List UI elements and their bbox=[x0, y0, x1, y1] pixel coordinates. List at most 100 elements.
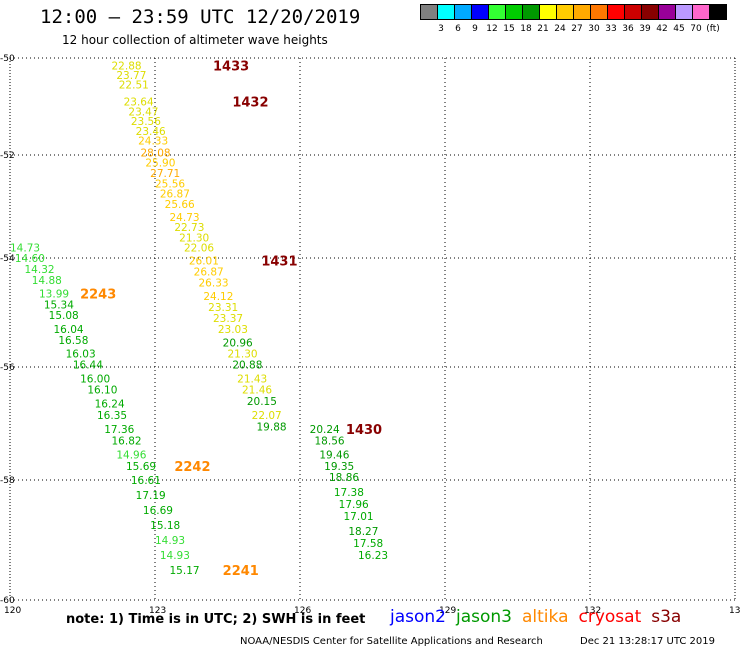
wave-height-value: 23.46 bbox=[136, 126, 166, 138]
credit-text: NOAA/NESDIS Center for Satellite Applica… bbox=[240, 636, 543, 647]
wave-height-value: 14.93 bbox=[160, 550, 190, 562]
wave-height-value: 22.88 bbox=[112, 60, 142, 72]
scale-label: 9 bbox=[472, 24, 478, 34]
wave-height-value: 17.58 bbox=[353, 538, 383, 550]
units-note: note: 1) Time is in UTC; 2) SWH is in fe… bbox=[66, 612, 366, 627]
axis-labels: 120 123 126 129 132 135 -50 -52 -54 -56 -58 -60 bbox=[0, 54, 740, 616]
wave-height-value: 20.96 bbox=[223, 337, 253, 349]
wave-height-value: 15.69 bbox=[126, 461, 156, 473]
scale-label: 6 bbox=[455, 24, 461, 34]
scale-label: 3 bbox=[438, 24, 444, 34]
scale-label: 33 bbox=[605, 24, 617, 34]
scale-label: 36 bbox=[622, 24, 634, 34]
wave-height-value: 14.88 bbox=[32, 275, 62, 287]
wave-height-value: 20.15 bbox=[247, 396, 277, 408]
pass-time-labels: 1433 1432 1431 1430 2243 2242 2241 bbox=[80, 59, 382, 579]
wave-height-value: 21.30 bbox=[228, 348, 258, 360]
wave-height-value: 17.36 bbox=[104, 424, 134, 436]
pass-time-label: 1432 bbox=[232, 96, 268, 111]
scale-label: 15 bbox=[503, 24, 515, 34]
wave-height-value: 14.32 bbox=[25, 264, 55, 276]
wave-height-value: 18.27 bbox=[348, 526, 378, 538]
wave-height-value: 16.82 bbox=[112, 435, 142, 447]
x-tick-label: 120 bbox=[4, 606, 21, 616]
scale-label: 45 bbox=[673, 24, 685, 34]
wave-height-value: 26.33 bbox=[199, 278, 229, 290]
wave-height-value: 27.71 bbox=[150, 168, 180, 180]
y-tick-label: -54 bbox=[0, 254, 15, 264]
legend-altika: altika bbox=[522, 607, 569, 627]
pass-time-label: 1431 bbox=[261, 255, 297, 270]
wave-height-value: 28.08 bbox=[141, 148, 171, 160]
wave-height-value: 14.96 bbox=[116, 450, 146, 462]
wave-height-value: 14.73 bbox=[10, 243, 40, 255]
pass-time-label: 2243 bbox=[80, 287, 116, 302]
wave-height-value: 23.37 bbox=[213, 313, 243, 325]
wave-height-value: 21.43 bbox=[237, 373, 267, 385]
wave-height-value: 24.73 bbox=[170, 212, 200, 224]
scale-label: 27 bbox=[571, 24, 583, 34]
y-tick-label: -56 bbox=[0, 363, 15, 373]
wave-height-value: 17.38 bbox=[334, 487, 364, 499]
wave-height-value: 21.46 bbox=[242, 385, 272, 397]
scale-label: 18 bbox=[520, 24, 532, 34]
scale-label: 39 bbox=[639, 24, 651, 34]
wave-height-value: 25.90 bbox=[145, 158, 175, 170]
wave-height-value: 25.56 bbox=[155, 178, 185, 190]
wave-height-value: 16.00 bbox=[80, 373, 110, 385]
wave-height-value: 19.35 bbox=[324, 461, 354, 473]
wave-height-value: 24.12 bbox=[203, 291, 233, 303]
pass-time-label: 1430 bbox=[346, 423, 382, 438]
wave-height-value: 16.24 bbox=[95, 399, 125, 411]
wave-height-value: 22.51 bbox=[119, 80, 149, 92]
pass-time-label: 2241 bbox=[223, 564, 259, 579]
wave-height-value: 22.07 bbox=[252, 410, 282, 422]
scale-label: (ft) bbox=[706, 24, 720, 34]
legend-jason2: jason2 bbox=[390, 607, 446, 627]
legend-jason3: jason3 bbox=[456, 607, 512, 627]
wave-height-value: 16.23 bbox=[358, 550, 388, 562]
wave-height-value: 23.31 bbox=[208, 302, 238, 314]
wave-height-value: 15.17 bbox=[170, 565, 200, 577]
wave-height-value: 20.24 bbox=[310, 424, 340, 436]
wave-height-value: 15.08 bbox=[49, 310, 79, 322]
scale-label: 21 bbox=[537, 24, 549, 34]
wave-height-value: 18.56 bbox=[315, 435, 345, 447]
map-subtitle: 12 hour collection of altimeter wave hei… bbox=[62, 33, 328, 47]
x-tick-label: 135 bbox=[729, 606, 740, 616]
map-grid bbox=[9, 57, 736, 601]
wave-height-value: 17.01 bbox=[344, 511, 374, 523]
scale-label: 70 bbox=[690, 24, 702, 34]
wave-height-value: 14.93 bbox=[155, 535, 185, 547]
wave-height-value: 24.33 bbox=[138, 135, 168, 147]
x-tick-label: 126 bbox=[294, 606, 311, 616]
wave-height-value: 16.44 bbox=[73, 359, 103, 371]
wave-height-value: 16.04 bbox=[54, 324, 84, 336]
x-tick-label: 129 bbox=[439, 606, 456, 616]
wave-height-value: 22.73 bbox=[174, 222, 204, 234]
x-tick-label: 132 bbox=[584, 606, 601, 616]
wave-height-value: 16.69 bbox=[143, 505, 173, 517]
wave-height-value: 23.47 bbox=[128, 106, 158, 118]
wave-height-value: 23.64 bbox=[124, 97, 154, 109]
pass-time-label: 1433 bbox=[213, 59, 249, 74]
generated-timestamp: Dec 21 13:28:17 UTC 2019 bbox=[580, 636, 715, 647]
wave-height-value: 19.88 bbox=[257, 421, 287, 433]
pass-time-label: 2242 bbox=[174, 460, 210, 475]
wave-height-value: 15.18 bbox=[150, 520, 180, 532]
y-tick-label: -52 bbox=[0, 151, 15, 161]
wave-height-value: 15.34 bbox=[44, 299, 74, 311]
wave-height-value: 26.01 bbox=[189, 256, 219, 268]
wave-height-value: 18.86 bbox=[329, 472, 359, 484]
wave-height-value: 17.96 bbox=[339, 499, 369, 511]
scale-label: 12 bbox=[486, 24, 498, 34]
y-tick-label: -50 bbox=[0, 54, 15, 64]
scale-label: 30 bbox=[588, 24, 600, 34]
wave-height-value: 16.35 bbox=[97, 410, 127, 422]
wave-height-value: 17.19 bbox=[136, 490, 166, 502]
wave-height-value: 13.99 bbox=[39, 288, 69, 300]
scale-label: 24 bbox=[554, 24, 566, 34]
wave-height-value: 16.61 bbox=[131, 475, 161, 487]
